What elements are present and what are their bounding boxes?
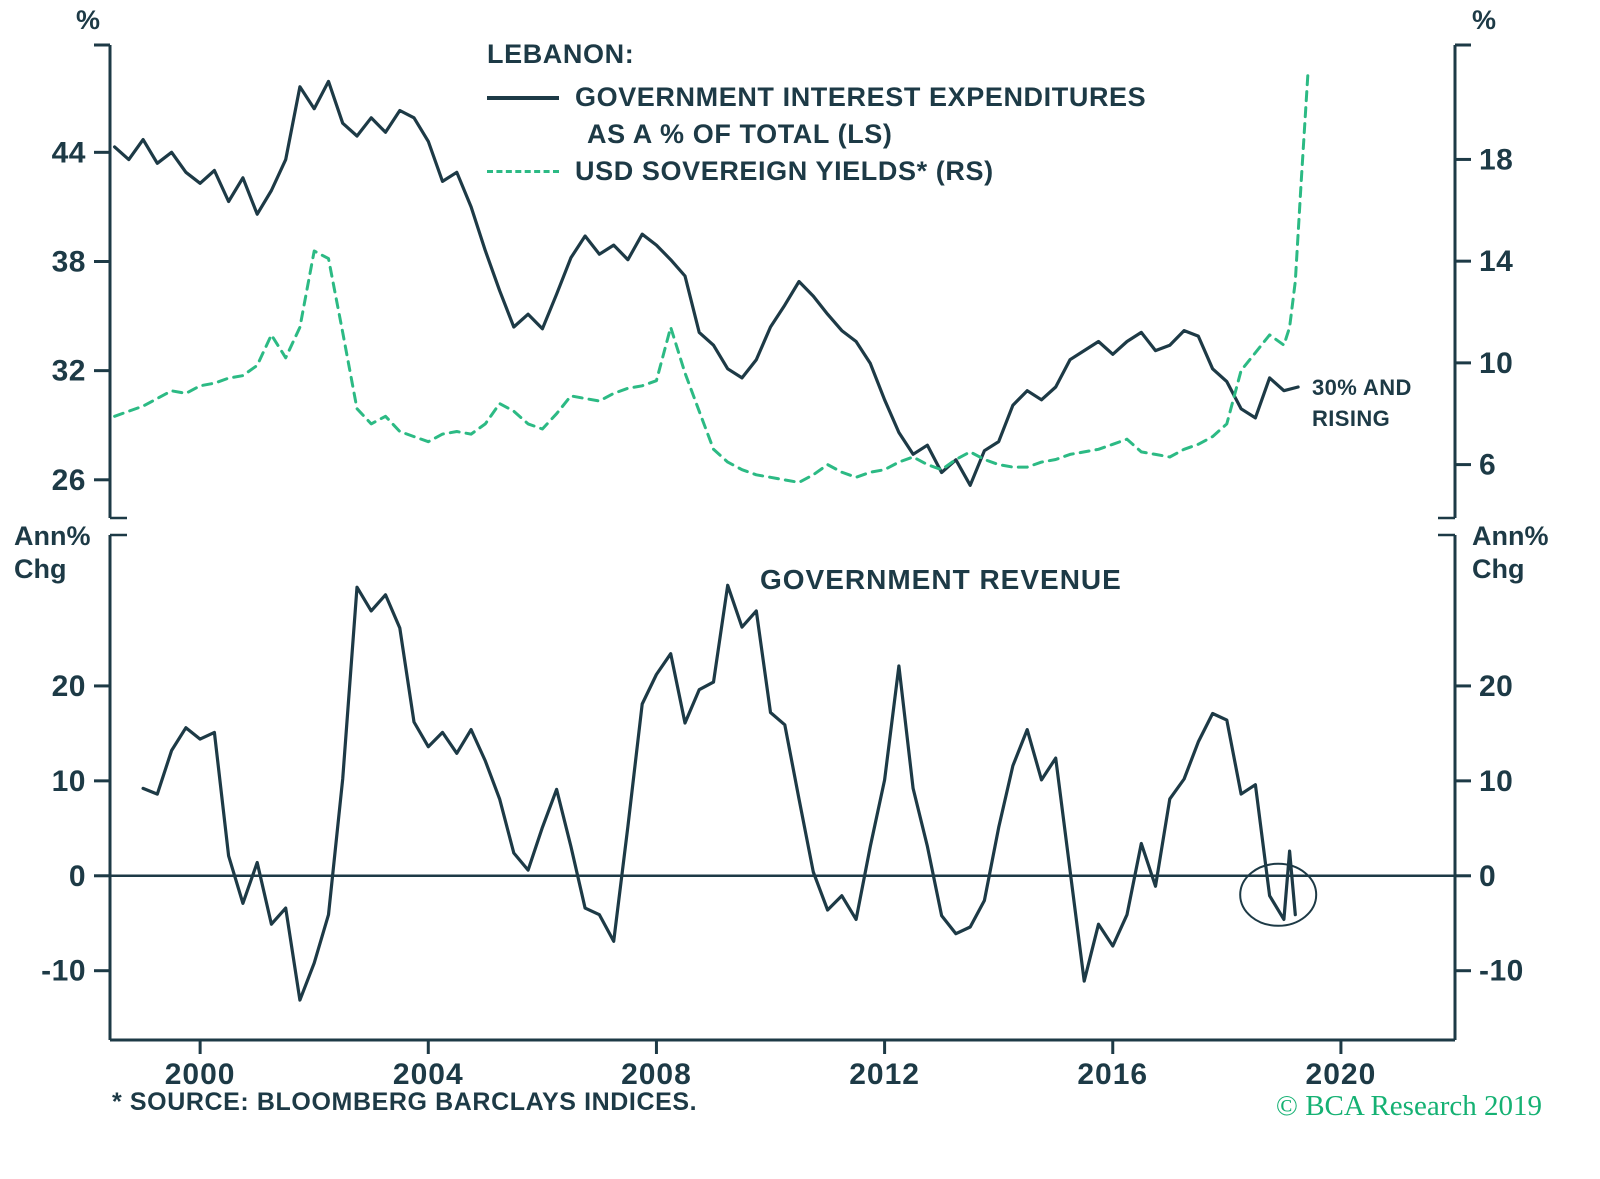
top-right-axis-unit: % [1472, 5, 1497, 35]
x-tick-label: 2008 [621, 1058, 692, 1091]
source-note: * SOURCE: BLOOMBERG BARCLAYS INDICES. [112, 1088, 698, 1116]
circle-annotation [1239, 862, 1318, 927]
y-tick-label-right: 14 [1479, 245, 1513, 278]
y-tick-label-right: -10 [1479, 955, 1524, 988]
bottom-right-unit-line2: Chg [1472, 554, 1525, 584]
y-tick-label-left: 32 [52, 355, 86, 388]
x-tick-label: 2012 [849, 1058, 920, 1091]
y-tick-label-right: 6 [1479, 449, 1496, 482]
y-tick-label-left: 38 [52, 245, 86, 278]
bottom-right-unit-line1: Ann% [1472, 521, 1549, 551]
x-tick-label: 2004 [393, 1058, 464, 1091]
y-tick-label-right: 10 [1479, 347, 1513, 380]
bca-credit: © BCA Research 2019 [1275, 1090, 1542, 1122]
legend-title: LEBANON: [487, 39, 635, 69]
y-tick-label-left: 26 [52, 464, 86, 497]
yields-dashed-line [113, 74, 1310, 484]
legend: LEBANON: GOVERNMENT INTEREST EXPENDITURE… [487, 36, 1146, 190]
legend-row-yields: USD SOVEREIGN YIELDS* (RS) [487, 153, 1146, 190]
series2-label: USD SOVEREIGN YIELDS* (RS) [575, 156, 994, 186]
y-tick-label-left: 20 [52, 670, 86, 703]
y-tick-label-right: 0 [1479, 860, 1496, 893]
dashed-line-swatch [487, 170, 559, 173]
x-tick-label: 2020 [1306, 1058, 1377, 1091]
series1-label-line1: GOVERNMENT INTEREST EXPENDITURES [575, 82, 1147, 112]
top-left-axis-unit: % [76, 5, 101, 35]
legend-row-interest: GOVERNMENT INTEREST EXPENDITURES AS A % … [487, 79, 1146, 153]
interest-expenditure-line [113, 79, 1300, 487]
government-revenue-line [141, 583, 1297, 1002]
x-tick-label: 2000 [165, 1058, 236, 1091]
y-tick-label-left: 0 [69, 860, 86, 893]
bottom-right-axis-unit: Ann% Chg [1472, 520, 1549, 586]
bottom-left-unit-line2: Chg [14, 554, 67, 584]
y-tick-label-left: -10 [41, 955, 86, 988]
series1-label-line2: AS A % OF TOTAL (LS) [587, 119, 893, 149]
legend-labels: GOVERNMENT INTEREST EXPENDITURES AS A % … [575, 79, 1146, 153]
solid-line-swatch [487, 96, 559, 100]
x-tick-label: 2016 [1077, 1058, 1148, 1091]
bottom-left-unit-line1: Ann% [14, 521, 91, 551]
y-tick-label-right: 18 [1479, 143, 1513, 176]
bottom-left-axis-unit: Ann% Chg [14, 520, 91, 586]
y-tick-label-right: 10 [1479, 765, 1513, 798]
y-tick-label-left: 10 [52, 765, 86, 798]
y-tick-label-left: 44 [52, 136, 86, 169]
rising-annotation: 30% AND RISING [1312, 375, 1412, 431]
y-tick-label-right: 20 [1479, 670, 1513, 703]
bottom-panel-title: GOVERNMENT REVENUE [760, 564, 1122, 595]
